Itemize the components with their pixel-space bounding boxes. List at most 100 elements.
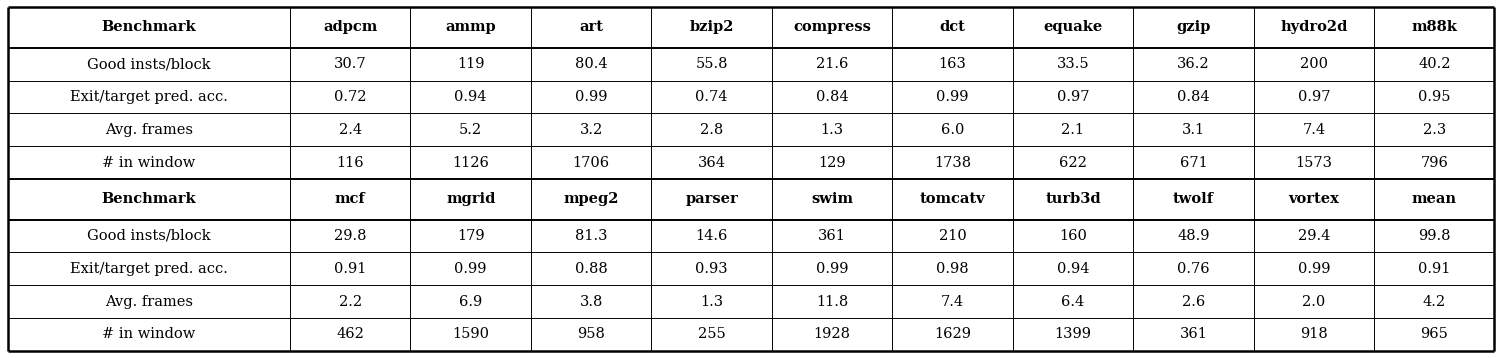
Text: 210: 210	[939, 229, 966, 243]
Bar	[530, 318, 652, 351]
Bar	[892, 48, 1012, 81]
Text: swim: swim	[811, 192, 853, 206]
Text: 99.8: 99.8	[1418, 229, 1451, 243]
Bar	[530, 48, 652, 81]
Bar	[530, 285, 652, 318]
Text: 29.4: 29.4	[1298, 229, 1329, 243]
Text: 2.0: 2.0	[1302, 295, 1325, 309]
Text: 30.7: 30.7	[333, 57, 366, 71]
Text: 0.94: 0.94	[455, 90, 487, 104]
Text: 361: 361	[1179, 328, 1208, 342]
Bar	[8, 113, 290, 146]
Bar	[1254, 285, 1374, 318]
Bar	[1133, 7, 1254, 48]
Text: Benchmark: Benchmark	[102, 20, 197, 34]
Bar	[772, 81, 892, 113]
Text: 958: 958	[577, 328, 605, 342]
Bar	[772, 113, 892, 146]
Bar	[892, 219, 1012, 252]
Text: m88k: m88k	[1412, 20, 1457, 34]
Bar	[652, 7, 772, 48]
Bar	[8, 318, 290, 351]
Bar	[290, 146, 410, 179]
Bar	[1254, 219, 1374, 252]
Bar	[410, 81, 530, 113]
Bar	[1012, 285, 1133, 318]
Bar	[1254, 146, 1374, 179]
Text: turb3d: turb3d	[1045, 192, 1101, 206]
Bar	[1133, 252, 1254, 285]
Text: 0.99: 0.99	[936, 90, 969, 104]
Text: 0.76: 0.76	[1178, 262, 1209, 276]
Text: parser: parser	[685, 192, 737, 206]
Text: 21.6: 21.6	[816, 57, 849, 71]
Text: mgrid: mgrid	[446, 192, 496, 206]
Text: 1126: 1126	[452, 156, 490, 170]
Text: 255: 255	[698, 328, 725, 342]
Text: twolf: twolf	[1173, 192, 1214, 206]
Bar	[892, 81, 1012, 113]
Bar	[1374, 219, 1494, 252]
Bar	[1133, 146, 1254, 179]
Bar	[1133, 113, 1254, 146]
Bar	[892, 179, 1012, 219]
Bar	[8, 179, 290, 219]
Text: 2.1: 2.1	[1062, 123, 1084, 137]
Bar	[892, 7, 1012, 48]
Text: 622: 622	[1059, 156, 1087, 170]
Text: 48.9: 48.9	[1178, 229, 1209, 243]
Text: Good insts/block: Good insts/block	[87, 57, 210, 71]
Bar	[530, 252, 652, 285]
Text: Benchmark: Benchmark	[102, 192, 197, 206]
Bar	[1374, 7, 1494, 48]
Text: adpcm: adpcm	[323, 20, 377, 34]
Bar	[410, 252, 530, 285]
Text: 36.2: 36.2	[1178, 57, 1209, 71]
Text: 2.8: 2.8	[700, 123, 724, 137]
Bar	[290, 318, 410, 351]
Bar	[1012, 219, 1133, 252]
Text: ammp: ammp	[446, 20, 496, 34]
Bar	[1254, 48, 1374, 81]
Text: dct: dct	[940, 20, 966, 34]
Text: equake: equake	[1044, 20, 1102, 34]
Bar	[652, 113, 772, 146]
Text: 7.4: 7.4	[1302, 123, 1325, 137]
Text: 1738: 1738	[934, 156, 972, 170]
Bar	[1254, 81, 1374, 113]
Bar	[772, 146, 892, 179]
Bar	[652, 179, 772, 219]
Text: 0.97: 0.97	[1298, 90, 1331, 104]
Bar	[290, 219, 410, 252]
Bar	[1374, 146, 1494, 179]
Bar	[1254, 113, 1374, 146]
Text: 0.84: 0.84	[1178, 90, 1209, 104]
Text: 14.6: 14.6	[695, 229, 728, 243]
Text: 6.0: 6.0	[940, 123, 964, 137]
Text: Good insts/block: Good insts/block	[87, 229, 210, 243]
Text: 965: 965	[1421, 328, 1448, 342]
Bar	[892, 113, 1012, 146]
Text: 119: 119	[457, 57, 485, 71]
Bar	[8, 81, 290, 113]
Bar	[1133, 285, 1254, 318]
Text: 1590: 1590	[452, 328, 490, 342]
Bar	[410, 219, 530, 252]
Bar	[290, 113, 410, 146]
Text: 0.99: 0.99	[1298, 262, 1331, 276]
Bar	[1012, 146, 1133, 179]
Text: 40.2: 40.2	[1418, 57, 1451, 71]
Text: 0.88: 0.88	[575, 262, 607, 276]
Bar	[530, 219, 652, 252]
Bar	[410, 285, 530, 318]
Text: 33.5: 33.5	[1056, 57, 1089, 71]
Bar	[1133, 318, 1254, 351]
Bar	[652, 81, 772, 113]
Bar	[8, 146, 290, 179]
Text: 1706: 1706	[572, 156, 610, 170]
Text: 6.4: 6.4	[1062, 295, 1084, 309]
Bar	[8, 7, 290, 48]
Text: 361: 361	[819, 229, 846, 243]
Bar	[1012, 7, 1133, 48]
Bar	[410, 146, 530, 179]
